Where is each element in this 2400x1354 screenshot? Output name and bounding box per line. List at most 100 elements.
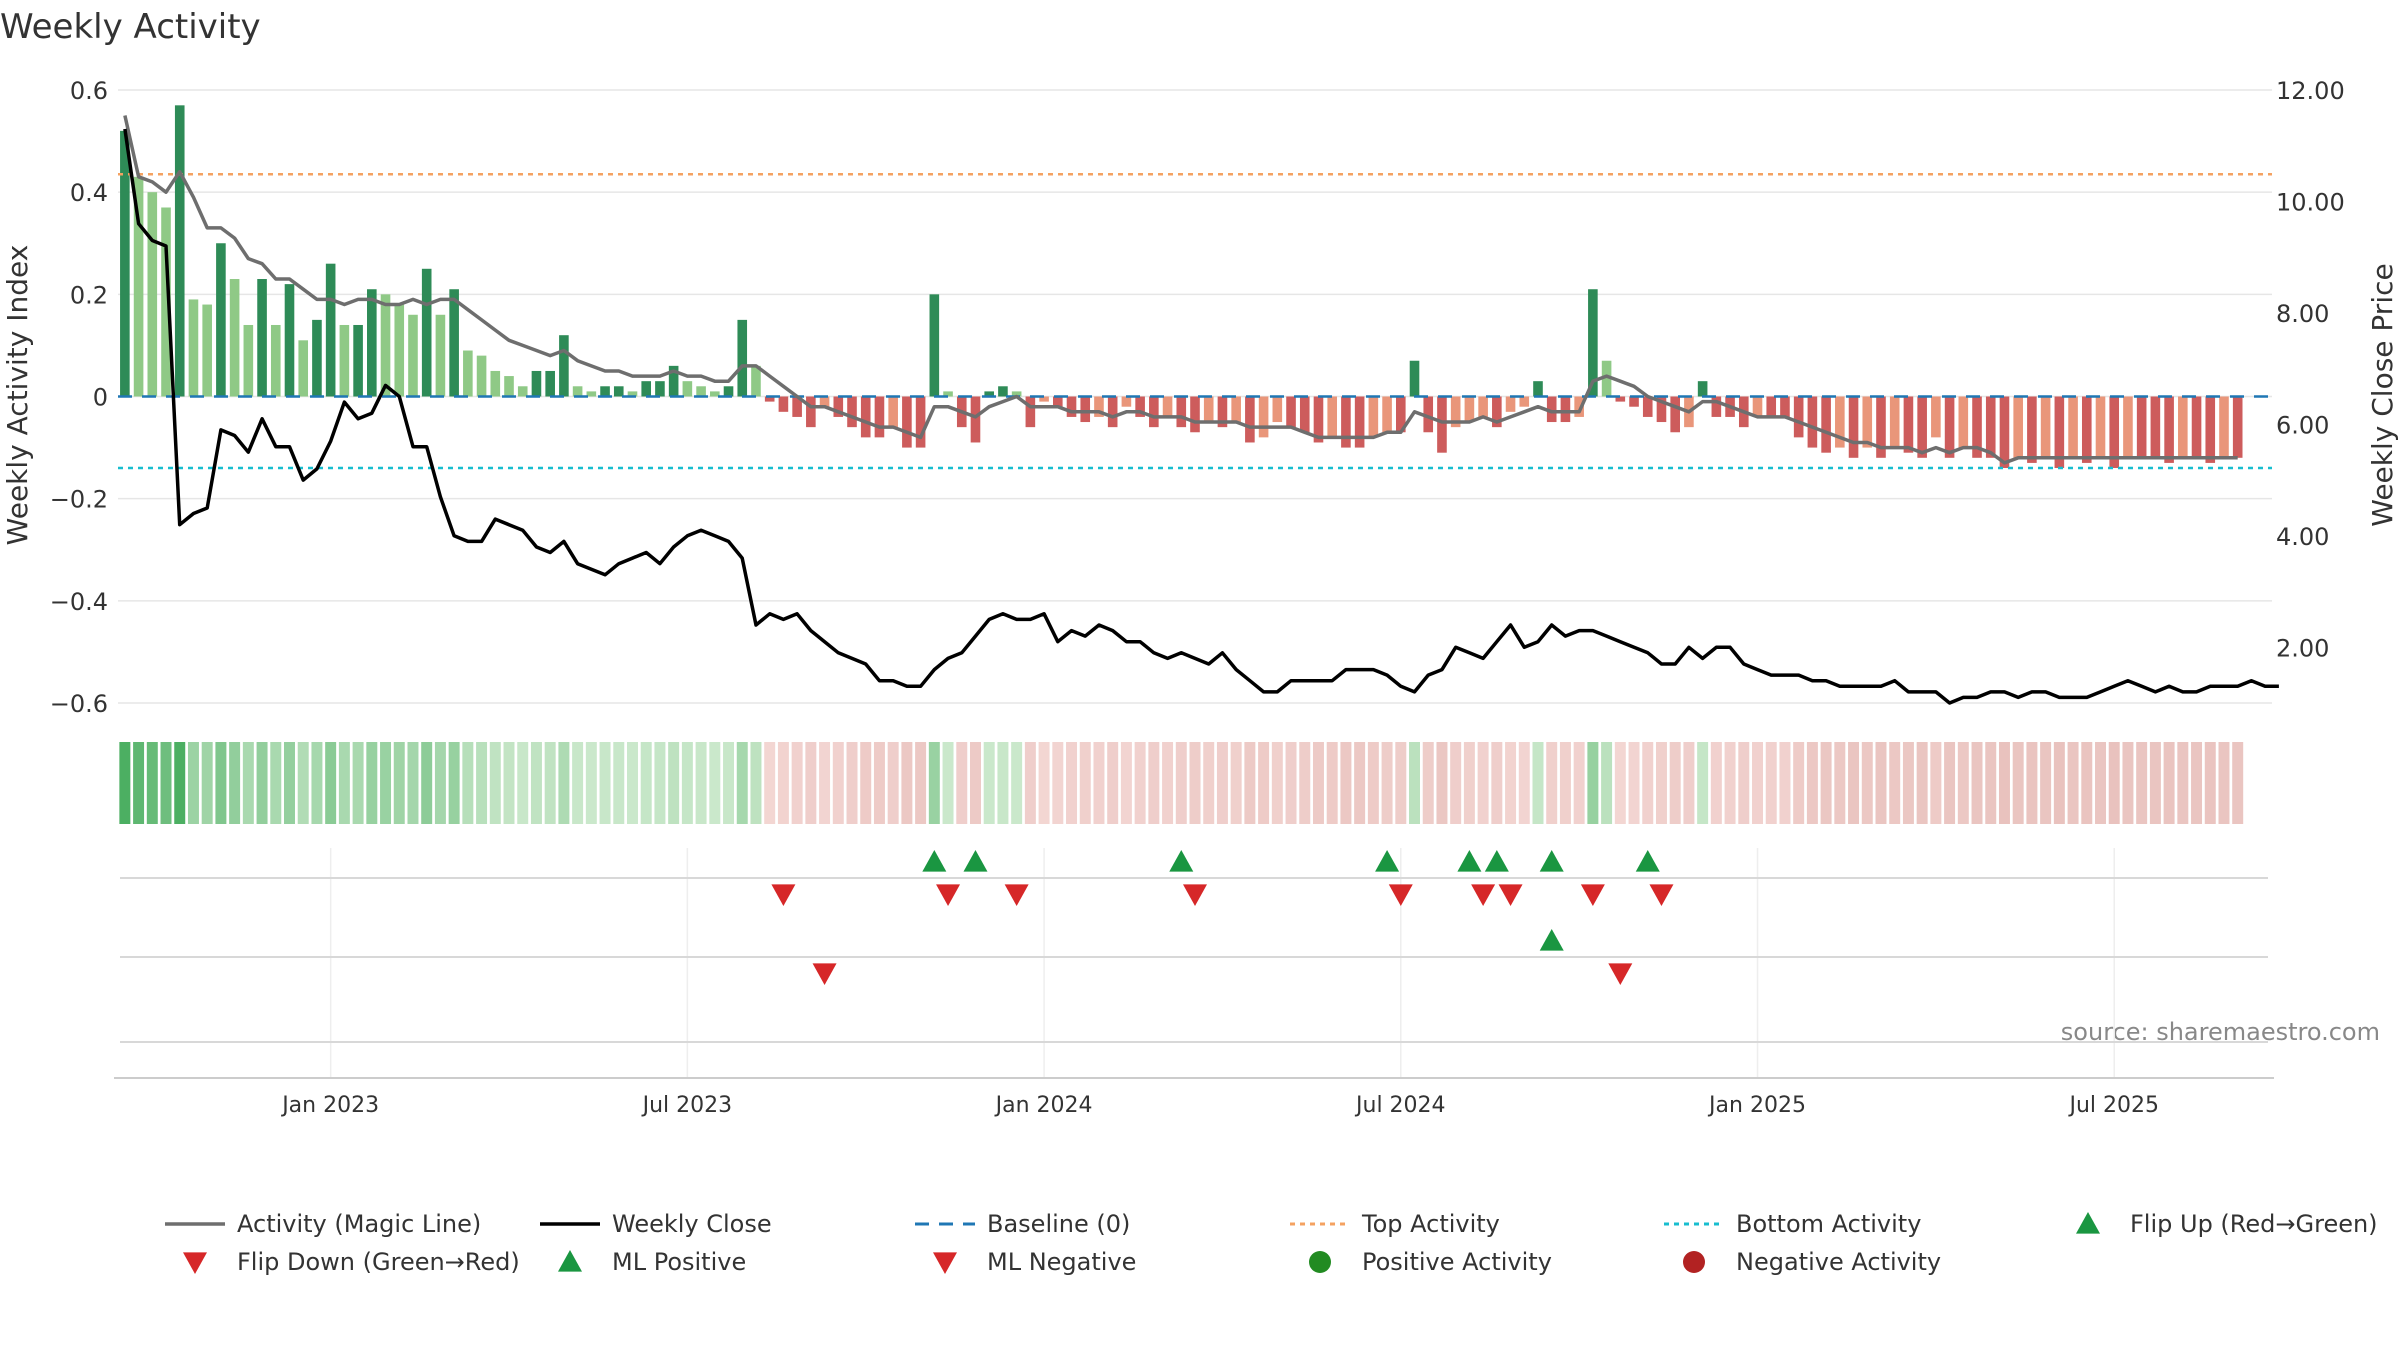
- magic-line: [123, 115, 2238, 465]
- chart-title: Weekly Activity: [0, 7, 261, 47]
- activity-bar: [655, 381, 665, 397]
- activity-bar: [1505, 396, 1516, 412]
- heat-cell: [640, 742, 652, 824]
- activity-bar: [1231, 396, 1241, 423]
- heat-cell: [1779, 742, 1791, 824]
- activity-bar: [1354, 396, 1365, 448]
- legend-item: Weekly Close: [540, 1210, 772, 1238]
- heat-cell: [1216, 742, 1228, 824]
- heat-cell: [1052, 742, 1064, 824]
- signal-up-marker: [963, 850, 988, 872]
- activity-bar: [1944, 396, 1955, 458]
- heat-cell: [119, 742, 131, 824]
- heat-cell: [2081, 742, 2093, 824]
- heat-cell: [1752, 742, 1763, 824]
- heat-cell: [1985, 742, 1997, 824]
- heat-cell: [2149, 742, 2161, 824]
- heat-cell: [2012, 742, 2024, 824]
- legend-item: Activity (Magic Line): [165, 1210, 481, 1238]
- heat-cell: [2053, 742, 2065, 824]
- heat-cell: [489, 742, 501, 824]
- heat-cell: [997, 742, 1009, 824]
- activity-bar: [312, 319, 322, 397]
- heat-cell: [1916, 742, 1928, 824]
- heat-cell: [146, 742, 158, 824]
- heat-cell: [476, 742, 488, 824]
- heat-cell: [915, 742, 927, 824]
- heat-cell: [393, 742, 405, 824]
- heat-cell: [2232, 742, 2244, 824]
- heat-cell: [777, 742, 789, 824]
- heat-cell: [983, 742, 995, 824]
- activity-bar: [421, 268, 432, 397]
- activity-bar: [531, 370, 542, 397]
- activity-bar: [229, 279, 240, 397]
- activity-bar: [1492, 396, 1502, 428]
- x-tick-label: Jul 2024: [1354, 1093, 1446, 1118]
- heat-cell: [1532, 742, 1544, 824]
- heat-cell: [873, 742, 885, 824]
- activity-bar: [1368, 396, 1379, 438]
- legend-label: Positive Activity: [1362, 1248, 1552, 1276]
- heat-cell: [1477, 742, 1489, 824]
- heat-cell: [1601, 742, 1613, 824]
- activity-bar: [627, 391, 638, 397]
- activity-bar: [1670, 396, 1680, 433]
- heat-cell: [2040, 742, 2052, 824]
- activity-bar: [1917, 396, 1927, 458]
- activity-bar: [2150, 396, 2161, 458]
- heat-cell: [1340, 742, 1352, 824]
- activity-bar: [1313, 396, 1324, 443]
- heat-cell: [1971, 742, 1983, 824]
- activity-bar: [380, 294, 391, 397]
- activity-bar: [188, 299, 199, 397]
- activity-bar: [1245, 396, 1255, 443]
- heat-cell: [764, 742, 776, 824]
- signal-down-marker: [1388, 884, 1413, 906]
- activity-bar: [1972, 396, 1982, 458]
- signal-down-marker: [1649, 884, 1674, 906]
- y-tick-label-left: −0.2: [50, 486, 108, 514]
- heat-cell: [654, 742, 666, 824]
- activity-bar: [1341, 396, 1351, 448]
- y-tick-label-left: 0.4: [70, 179, 108, 207]
- heat-cell: [434, 742, 446, 824]
- signal-down-marker: [771, 884, 796, 906]
- activity-bar: [1519, 396, 1530, 407]
- heat-cell: [1587, 742, 1599, 824]
- heat-cell: [887, 742, 899, 824]
- activity-bar: [1107, 396, 1118, 428]
- heat-cell: [1175, 742, 1187, 824]
- activity-bar: [1711, 396, 1722, 417]
- y-tick-label-left: 0: [93, 384, 108, 412]
- activity-bar: [1533, 381, 1543, 397]
- heat-cell: [1848, 742, 1860, 824]
- heat-cell: [1189, 742, 1201, 824]
- legend-swatch-triangle-down: [183, 1252, 207, 1274]
- legend-label: Negative Activity: [1736, 1248, 1941, 1276]
- heat-cell: [1683, 742, 1695, 824]
- activity-bar: [970, 396, 981, 443]
- activity-bar: [147, 192, 158, 397]
- activity-bar: [998, 386, 1008, 397]
- activity-bar: [476, 355, 487, 397]
- heat-cell: [187, 742, 199, 824]
- x-tick-label: Jan 2025: [1707, 1093, 1806, 1118]
- activity-bar: [1135, 396, 1145, 417]
- activity-bar: [367, 289, 377, 397]
- legend-swatch-circle: [1683, 1251, 1705, 1273]
- heat-cell: [1367, 742, 1379, 824]
- legend-item: Negative Activity: [1683, 1248, 1941, 1276]
- activity-bar: [202, 304, 212, 397]
- activity-bar: [806, 396, 816, 428]
- activity-bar: [1409, 360, 1420, 397]
- heat-cell: [791, 742, 803, 824]
- y-tick-label-right: 2.00: [2276, 634, 2329, 662]
- heat-cell: [668, 742, 680, 824]
- heat-cell: [1806, 742, 1818, 824]
- activity-bar: [1697, 381, 1708, 397]
- activity-bar: [2178, 396, 2188, 458]
- heat-cell: [1203, 742, 1215, 824]
- activity-bar: [2164, 396, 2174, 463]
